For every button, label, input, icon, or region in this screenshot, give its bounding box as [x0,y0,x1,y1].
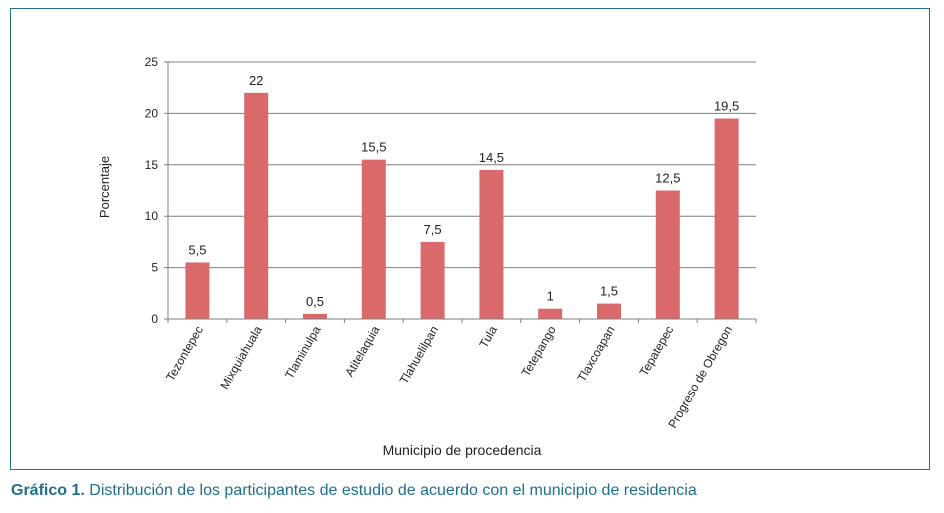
bar [420,241,445,319]
data-label: 14,5 [479,150,504,165]
data-label: 1,5 [600,284,618,299]
bar [538,308,563,319]
caption-label: Gráfico 1. [11,482,85,499]
x-tick-label: Tetepango [519,323,559,379]
y-tick-labels: 0 5 10 15 20 25 [145,55,159,326]
bar [185,262,210,319]
bar [361,159,386,319]
data-label: 15,5 [361,140,386,155]
y-tick-label: 20 [145,106,159,120]
y-axis-title: Porcentaje [97,156,112,218]
x-tick-label: Mixquiahuala [217,323,265,392]
x-tick-labels: Tezontepec Mixquiahuala Tlaminulpa Atitelaq… [163,319,757,431]
figure-caption: Gráfico 1. Distribución de los participa… [11,482,697,500]
bar [714,118,739,319]
x-tick-label: Tlaminulpa [282,323,324,381]
bar-chart: 0 5 10 15 20 25 Tezontepec Mixquiahuala Tlaminu… [97,55,757,458]
y-tick-label: 25 [145,55,159,69]
data-label: 5,5 [188,242,206,257]
x-tick-label: Tepatepec [637,324,677,379]
bar [244,92,269,319]
x-tick-label: Tula [476,323,500,350]
y-tick-label: 15 [145,158,159,172]
data-label: 7,5 [424,222,442,237]
caption-text: Distribución de los participantes de est… [84,482,697,499]
bars [185,92,739,319]
x-axis-title: Municipio de procedencia [383,442,542,458]
bar [655,190,680,319]
x-tick-label: Tlaxcoapan [574,324,617,385]
data-labels: 5,5 22 0,5 15,5 7,5 14,5 1 1,5 12,5 19,5 [188,73,739,309]
bar [597,303,621,319]
bar [479,169,504,319]
data-label: 22 [249,73,263,88]
x-tick-label: Atitelaquia [342,323,382,379]
data-label: 12,5 [655,171,680,186]
y-tick-label: 5 [151,261,158,275]
y-tick-label: 10 [145,209,159,223]
y-tick-label: 0 [151,312,158,326]
x-tick-label: Tlahuelilpan [397,324,441,387]
data-label: 0,5 [306,294,324,309]
chart-frame: 0 5 10 15 20 25 Tezontepec Mixquiahuala Tlaminu… [10,8,930,470]
data-label: 1 [547,289,554,304]
x-tick-label: Progreso de Obregon [665,324,735,431]
bar [303,313,327,319]
x-tick-label: Tezontepec [163,324,206,384]
data-label: 19,5 [714,99,739,114]
